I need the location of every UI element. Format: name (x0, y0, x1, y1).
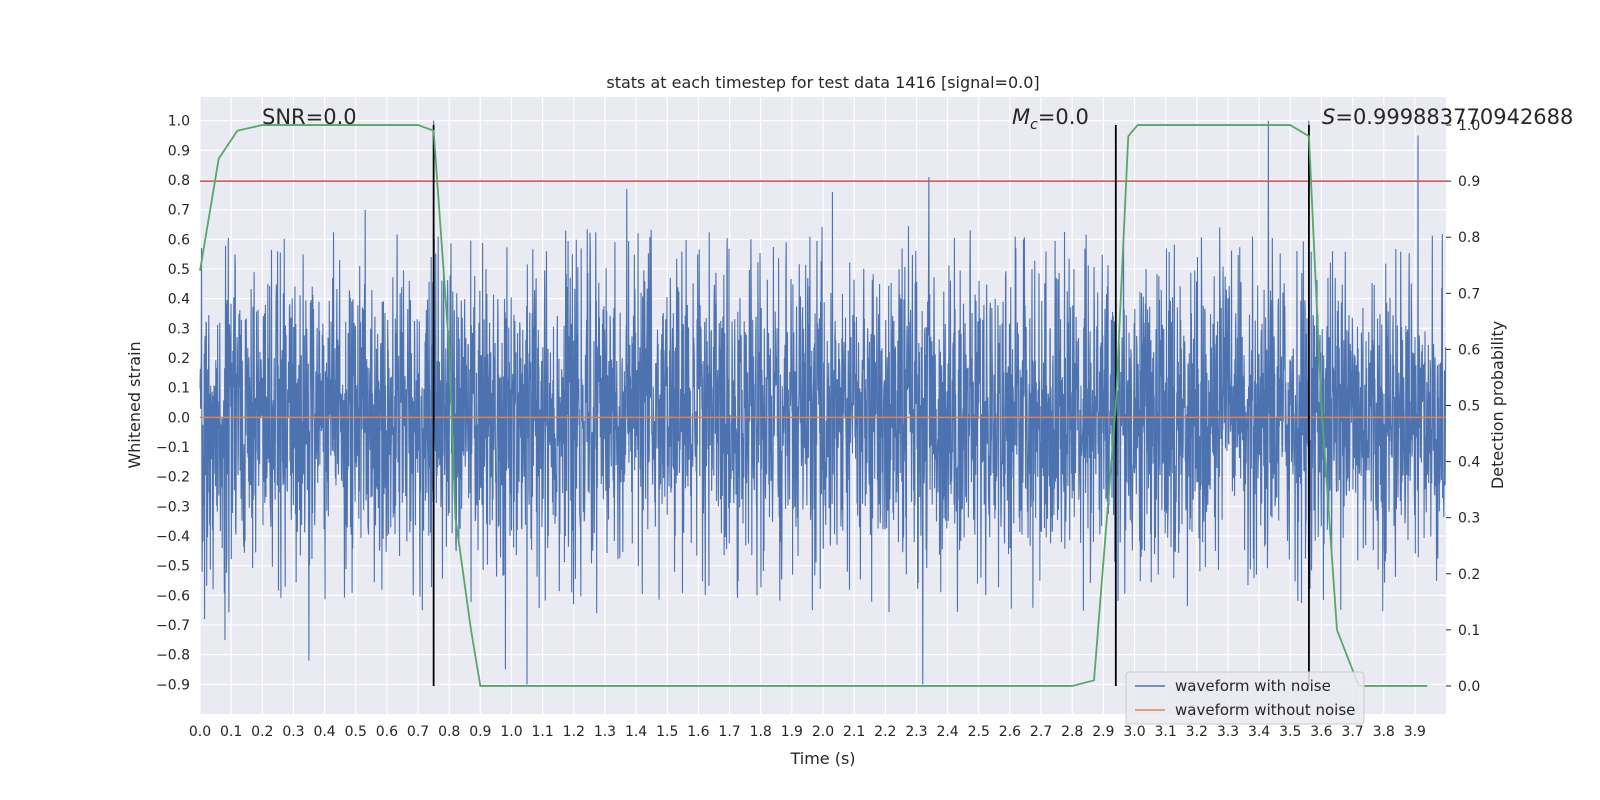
x-tick-label: 0.4 (313, 724, 335, 740)
y2-tick-label: 1.0 (1458, 118, 1480, 134)
x-tick-label: 2.4 (936, 724, 958, 740)
x-tick-label: 1.5 (656, 724, 678, 740)
y2-tick-label: 0.7 (1458, 286, 1480, 302)
x-tick-label: 3.5 (1279, 724, 1301, 740)
s-annotation: S=0.999883770942688 (1322, 105, 1573, 129)
x-tick-label: 3.8 (1373, 724, 1395, 740)
y2-tick-label: 0.4 (1458, 455, 1480, 471)
y-tick-label: 0.1 (168, 381, 190, 397)
y2-tick-label: 0.5 (1458, 399, 1480, 415)
y-tick-label: −0.8 (156, 648, 190, 664)
y-tick-label: −0.4 (156, 529, 190, 545)
chart-title: stats at each timestep for test data 141… (606, 73, 1039, 92)
legend-label-clean: waveform without noise (1175, 701, 1355, 719)
x-tick-label: 2.9 (1092, 724, 1114, 740)
y-tick-label: 0.4 (168, 292, 190, 308)
y-tick-label: −0.3 (156, 499, 190, 515)
x-tick-label: 1.2 (563, 724, 585, 740)
y-tick-label: 0.5 (168, 262, 190, 278)
y-tick-label: −0.2 (156, 470, 190, 486)
y-tick-label: −0.5 (156, 559, 190, 575)
legend: waveform with noise waveform without noi… (1125, 671, 1365, 725)
mc-subscript: c (1030, 117, 1038, 133)
x-tick-label: 1.1 (532, 724, 554, 740)
x-tick-label: 3.3 (1217, 724, 1239, 740)
y-tick-label: 0.8 (168, 173, 190, 189)
x-tick-label: 2.6 (999, 724, 1021, 740)
x-tick-label: 2.7 (1030, 724, 1052, 740)
x-tick-label: 0.3 (282, 724, 304, 740)
y-tick-label: 0.9 (168, 143, 190, 159)
y-tick-label: 0.3 (168, 321, 190, 337)
y2-tick-label: 0.3 (1458, 511, 1480, 527)
x-tick-label: 1.7 (718, 724, 740, 740)
x-tick-label: 2.1 (843, 724, 865, 740)
y-tick-label: 0.6 (168, 232, 190, 248)
x-tick-label: 0.6 (376, 724, 398, 740)
x-tick-label: 1.0 (500, 724, 522, 740)
x-tick-label: 0.8 (438, 724, 460, 740)
x-tick-label: 3.1 (1155, 724, 1177, 740)
y2-axis-label: Detection probability (1488, 321, 1507, 489)
y-tick-label: 0.7 (168, 203, 190, 219)
y2-tick-label: 0.0 (1458, 679, 1480, 695)
x-tick-label: 3.6 (1310, 724, 1332, 740)
x-tick-label: 1.6 (687, 724, 709, 740)
mc-symbol: M (1012, 105, 1030, 129)
y2-tick-label: 0.8 (1458, 230, 1480, 246)
s-symbol: S (1322, 105, 1335, 129)
x-tick-label: 0.2 (251, 724, 273, 740)
legend-label-noise: waveform with noise (1175, 677, 1331, 695)
y2-tick-label: 0.1 (1458, 623, 1480, 639)
y-tick-label: −0.6 (156, 588, 190, 604)
noisy-waveform-line (199, 120, 1447, 685)
noisy-waveform-series (199, 120, 1447, 685)
x-axis-label: Time (s) (789, 749, 855, 768)
y-tick-label: 0.0 (168, 410, 190, 426)
ticks-layer: 0.0 0.1 0.2 0.3 0.4 0.5 0.6 0.7 0.8 0.9 1.0 1.1 1.2 1… (156, 114, 1480, 740)
x-tick-label: 0.0 (189, 724, 211, 740)
y-tick-label: 1.0 (168, 114, 190, 130)
x-tick-label: 0.5 (345, 724, 367, 740)
legend-box (1125, 671, 1365, 725)
y-tick-label: −0.9 (156, 677, 190, 693)
y-tick-label: −0.7 (156, 618, 190, 634)
y2-tick-label: 0.9 (1458, 174, 1480, 190)
snr-annotation: SNR=0.0 (262, 105, 357, 129)
detection-probability-line (199, 124, 1428, 687)
y-axis-label: Whitened strain (125, 341, 144, 468)
x-tick-label: 0.9 (469, 724, 491, 740)
x-tick-label: 1.8 (750, 724, 772, 740)
x-tick-label: 3.4 (1248, 724, 1270, 740)
x-tick-label: 3.0 (1123, 724, 1145, 740)
x-tick-label: 3.2 (1186, 724, 1208, 740)
mc-value: =0.0 (1038, 105, 1089, 129)
x-tick-label: 2.2 (874, 724, 896, 740)
x-tick-label: 3.7 (1341, 724, 1363, 740)
probability-series (199, 124, 1428, 687)
mc-annotation: Mc=0.0 (1012, 105, 1089, 133)
x-tick-label: 0.7 (407, 724, 429, 740)
x-tick-label: 2.3 (905, 724, 927, 740)
x-tick-label: 1.3 (594, 724, 616, 740)
y-tick-label: −0.1 (156, 440, 190, 456)
y2-tick-label: 0.2 (1458, 567, 1480, 583)
x-tick-label: 2.8 (1061, 724, 1083, 740)
x-tick-label: 2.0 (812, 724, 834, 740)
y-tick-label: 0.2 (168, 351, 190, 367)
x-tick-label: 1.9 (781, 724, 803, 740)
x-tick-label: 1.4 (625, 724, 647, 740)
y2-tick-label: 0.6 (1458, 342, 1480, 358)
x-tick-label: 2.5 (968, 724, 990, 740)
x-tick-label: 3.9 (1404, 724, 1426, 740)
s-value: =0.999883770942688 (1335, 105, 1573, 129)
x-tick-label: 0.1 (220, 724, 242, 740)
